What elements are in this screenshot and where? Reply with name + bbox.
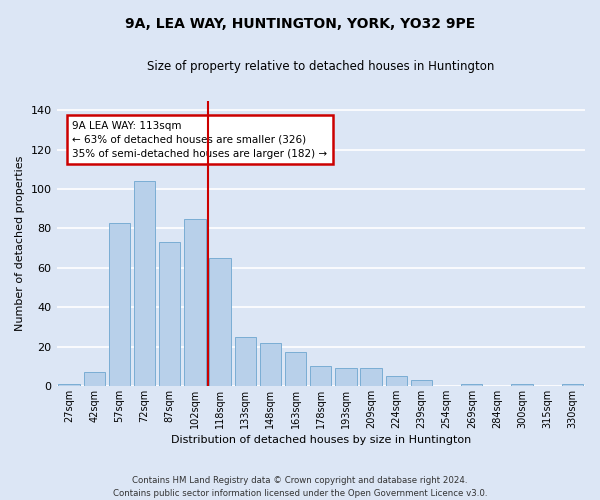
Bar — [58, 384, 80, 386]
X-axis label: Distribution of detached houses by size in Huntington: Distribution of detached houses by size … — [170, 435, 471, 445]
Bar — [184, 218, 206, 386]
Bar — [260, 342, 281, 386]
Bar — [109, 222, 130, 386]
Text: 9A LEA WAY: 113sqm
← 63% of detached houses are smaller (326)
35% of semi-detach: 9A LEA WAY: 113sqm ← 63% of detached hou… — [73, 120, 328, 158]
Bar — [562, 384, 583, 386]
Bar — [361, 368, 382, 386]
Text: Contains HM Land Registry data © Crown copyright and database right 2024.
Contai: Contains HM Land Registry data © Crown c… — [113, 476, 487, 498]
Bar — [310, 366, 331, 386]
Title: Size of property relative to detached houses in Huntington: Size of property relative to detached ho… — [147, 60, 494, 73]
Bar — [511, 384, 533, 386]
Bar — [411, 380, 432, 386]
Y-axis label: Number of detached properties: Number of detached properties — [15, 156, 25, 331]
Text: 9A, LEA WAY, HUNTINGTON, YORK, YO32 9PE: 9A, LEA WAY, HUNTINGTON, YORK, YO32 9PE — [125, 18, 475, 32]
Bar — [285, 352, 307, 386]
Bar — [386, 376, 407, 386]
Bar — [159, 242, 181, 386]
Bar — [461, 384, 482, 386]
Bar — [83, 372, 105, 386]
Bar — [209, 258, 231, 386]
Bar — [235, 336, 256, 386]
Bar — [134, 181, 155, 386]
Bar — [335, 368, 356, 386]
